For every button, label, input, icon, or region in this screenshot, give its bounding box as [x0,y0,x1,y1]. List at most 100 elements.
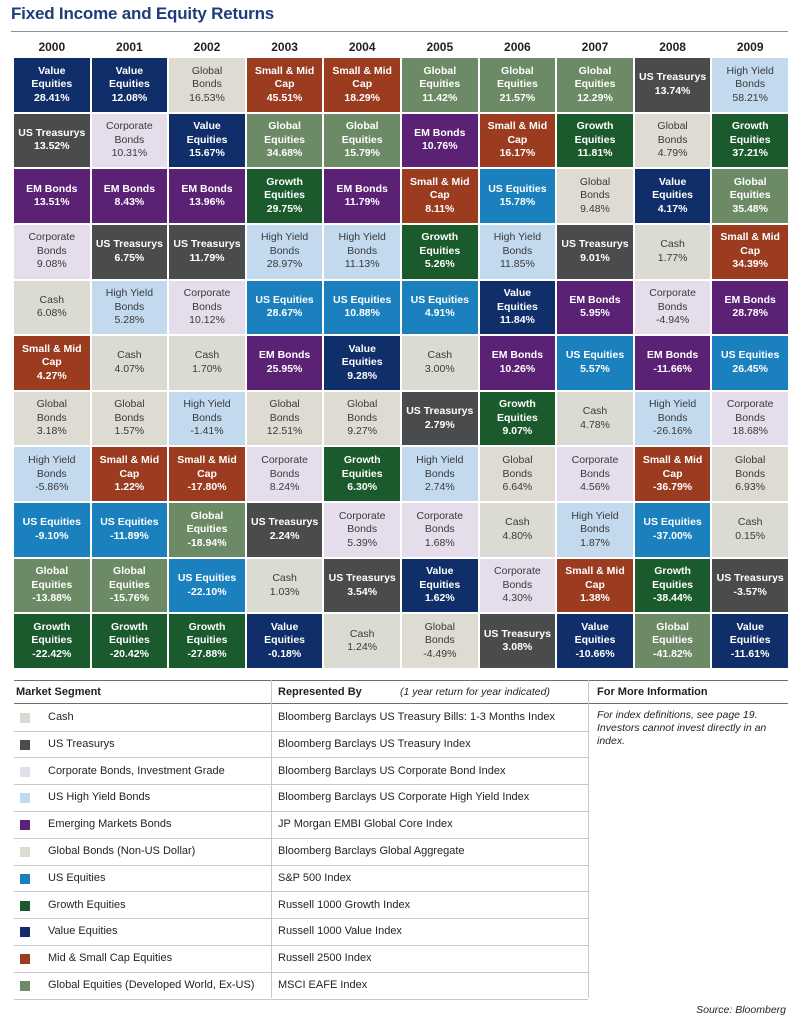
quilt-cell: Global Bonds 16.53% [169,58,245,112]
cell-asset-name: Bonds [580,189,610,202]
cell-asset-name: Cash [194,349,220,362]
quilt-cell: Small & Mid Cap 1.22% [91,447,168,502]
legend-index: Russell 1000 Growth Index [278,898,411,911]
cell-return-value: 11.85% [499,258,535,271]
cell-asset-name: US Equities [255,293,314,306]
cell-return-value: 18.29% [344,91,380,104]
quilt-cell: Corporate Bonds 4.56% [557,447,633,502]
quilt-cell: Global Equities -18.94% [169,503,245,557]
cell-asset-name: Small & Mid [642,454,703,467]
cell-return-value: 1.24% [347,641,378,654]
cell-asset-name: Cap [41,356,62,369]
cell-asset-name: Growth [266,175,303,188]
cell-asset-name: Global [269,398,300,411]
cell-asset-name: Global [114,398,145,411]
quilt-cell: US Equities 4.91% [401,280,478,335]
cell-return-value: 11.13% [344,258,380,271]
quilt-cell: Cash 0.15% [712,503,788,557]
cell-asset-name: Cap [740,244,761,257]
cell-return-value: 1.70% [192,362,222,375]
quilt-cell: High Yield Bonds -26.16% [634,391,711,446]
cell-asset-name: Bonds [424,634,455,647]
cell-return-value: -38.44% [653,592,693,605]
cell-return-value: 6.30% [347,481,378,494]
cell-return-value: -11.66% [653,362,692,375]
cell-asset-name: Global [347,398,378,411]
cell-asset-name: Equities [108,78,150,91]
cell-return-value: 9.27% [347,425,378,438]
quilt-cell: High Yield Bonds -5.86% [14,447,90,502]
legend-index: JP Morgan EMBI Global Core Index [278,818,453,831]
cell-return-value: 29.75% [266,202,303,215]
quilt-cell: US Equities 15.78% [479,169,556,223]
cell-asset-name: EM Bonds [181,182,233,195]
cell-asset-name: EM Bonds [724,293,776,306]
quilt-cell: Value Equities 1.62% [401,558,478,613]
year-label: 2009 [736,40,764,54]
cell-return-value: 15.67% [189,147,225,160]
quilt-cell: Cash 1.77% [634,224,711,279]
cell-asset-name: Value [270,620,299,633]
quilt-cell: US Treasurys 3.54% [324,558,400,613]
quilt-cell: US Treasurys 13.52% [14,113,90,168]
cell-asset-name: Small & Mid [22,342,82,355]
cell-return-value: 13.52% [33,140,70,153]
cell-asset-name: Cash [117,349,142,362]
quilt-cell: Value Equities -11.61% [712,614,788,668]
cell-return-value: 6.64% [502,481,533,494]
cell-asset-name: Equities [31,578,73,591]
year-label: 2004 [348,40,376,54]
cell-asset-name: US Equities [22,516,81,529]
quilt-cell: EM Bonds 10.26% [479,336,556,390]
cell-asset-name: Equities [419,578,461,591]
legend-row: Corporate Bonds, Investment Grade Bloombe… [14,758,588,786]
cell-asset-name: US Equities [333,293,392,306]
cell-asset-name: EM Bonds [569,293,621,306]
cell-return-value: 10.26% [499,362,536,375]
cell-asset-name: EM Bonds [491,349,544,362]
legend-row: Value Equities Russell 1000 Value Index [14,918,588,947]
cell-return-value: 16.53% [189,91,225,104]
cell-return-value: 11.84% [499,314,535,327]
cell-return-value: 6.08% [36,307,67,320]
quilt-cell: US Treasurys 9.01% [557,224,633,279]
cell-asset-name: High Yield [338,231,386,244]
legend-top-rule [14,680,788,681]
cell-return-value: -11.61% [730,647,770,660]
cell-return-value: 2.79% [424,418,455,431]
cell-asset-name: EM Bonds [258,349,311,362]
cell-return-value: -17.80% [187,481,227,494]
cell-asset-name: Bonds [657,411,688,424]
cell-asset-name: Bonds [192,411,222,424]
quilt-cell: Growth Equities -20.42% [91,614,168,668]
quilt-cell: Small & Mid Cap 34.39% [712,224,788,279]
cell-asset-name: Equities [652,578,694,591]
cell-return-value: 1.57% [114,425,145,438]
year-label: 2005 [426,40,454,54]
cell-return-value: 8.24% [269,481,300,494]
quilt-cell: High Yield Bonds 11.85% [479,224,556,279]
cell-asset-name: High Yield [105,287,154,300]
cell-return-value: 10.88% [344,307,380,320]
cell-asset-name: Cap [274,78,295,91]
cell-asset-name: EM Bonds [646,349,699,362]
legend-index: Russell 1000 Value Index [278,925,402,938]
cell-return-value: 5.28% [114,314,145,327]
cell-asset-name: Global [190,509,224,522]
cell-asset-name: Growth [499,398,536,411]
cell-return-value: 11.79% [189,251,225,264]
quilt-cell: EM Bonds -11.66% [634,336,711,390]
cell-return-value: 13.51% [33,196,70,209]
cell-asset-name: Equities [186,523,228,536]
cell-asset-name: Corporate [106,120,153,133]
cell-asset-name: Bonds [36,467,67,480]
legend-segment: US Equities [48,871,106,884]
legend-segment: Value Equities [48,925,118,938]
cell-return-value: 8.11% [425,202,455,215]
cell-asset-name: US Treasurys [251,516,319,529]
legend-row: Cash Bloomberg Barclays US Treasury Bills… [14,704,588,732]
quilt-cell: Global Equities 35.48% [712,169,788,223]
legend-segment: Mid & Small Cap Equities [48,952,173,965]
quilt-cell: Cash 1.70% [169,336,245,390]
cell-return-value: 9.08% [36,258,67,271]
